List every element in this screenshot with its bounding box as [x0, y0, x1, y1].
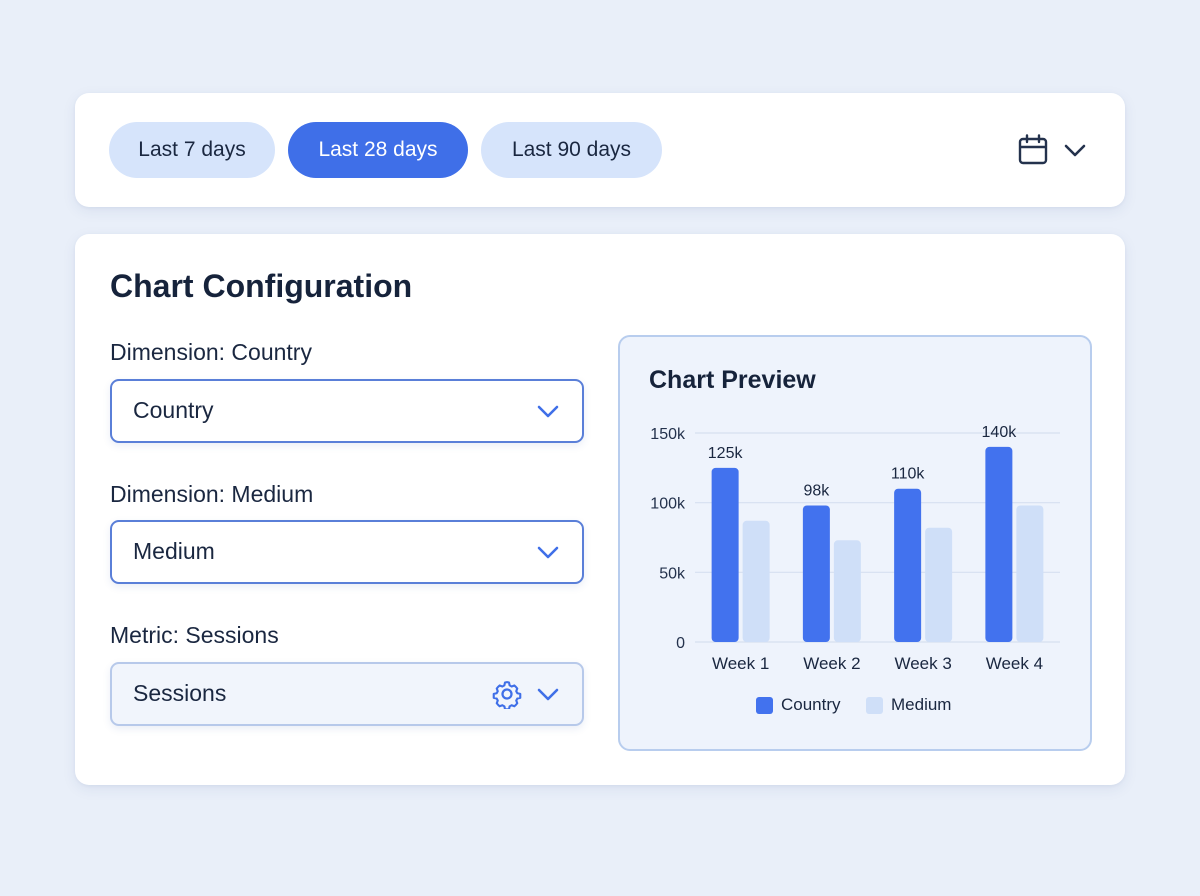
- dimension-medium-label: Dimension: Medium: [110, 481, 314, 507]
- bar-value-label: 98k: [803, 482, 830, 499]
- dimension-medium-value: Medium: [133, 538, 215, 564]
- bar-country: [711, 467, 739, 642]
- range-last-90-days-button[interactable]: Last 90 days: [481, 122, 662, 178]
- y-tick-label: 100k: [650, 496, 686, 513]
- bar-country: [802, 505, 830, 642]
- x-tick-label: Week 4: [986, 654, 1043, 673]
- chart-preview-plot: 0 50k 100k 150k 125k Week 1 98k Week 2 110k Week …: [650, 424, 1060, 673]
- calendar-icon[interactable]: [1018, 134, 1048, 166]
- bar-value-label: 110k: [891, 466, 926, 483]
- chart-preview-title: Chart Preview: [649, 366, 816, 394]
- legend-label-medium: Medium: [891, 695, 952, 714]
- legend-label-country: Country: [781, 695, 841, 714]
- range-last-7-days-button[interactable]: Last 7 days: [109, 122, 275, 178]
- chart-configuration-panel: Chart Configuration Dimension: Country C…: [75, 234, 1125, 785]
- chart-preview-panel: Chart Preview 0 50k 100k 150k 125k Week 1 98k W…: [618, 335, 1092, 751]
- dimension-country-value: Country: [133, 397, 214, 423]
- bar-value-label: 125k: [708, 445, 744, 462]
- dimension-country-label: Dimension: Country: [110, 339, 312, 365]
- x-tick-label: Week 2: [803, 654, 860, 673]
- gear-icon[interactable]: [492, 679, 522, 709]
- chevron-down-icon[interactable]: [536, 401, 560, 421]
- bar-medium: [833, 540, 861, 642]
- chevron-down-icon[interactable]: [1063, 140, 1087, 160]
- page-title: Chart Configuration: [110, 268, 413, 304]
- bar-medium: [742, 520, 770, 642]
- legend-item-country: Country: [756, 695, 841, 715]
- dimension-country-select[interactable]: Country: [110, 379, 584, 443]
- legend-item-medium: Medium: [866, 695, 951, 715]
- chevron-down-icon[interactable]: [536, 684, 560, 704]
- x-tick-label: Week 1: [712, 654, 769, 673]
- bar-medium: [1016, 505, 1044, 642]
- date-range-bar: Last 7 days Last 28 days Last 90 days: [75, 93, 1125, 207]
- range-last-28-days-button[interactable]: Last 28 days: [288, 122, 468, 178]
- x-tick-label: Week 3: [894, 654, 951, 673]
- metric-sessions-label: Metric: Sessions: [110, 622, 279, 648]
- legend-swatch-country: [756, 696, 773, 714]
- chevron-down-icon[interactable]: [536, 542, 560, 562]
- bar-medium: [925, 527, 953, 642]
- y-tick-label: 150k: [650, 426, 686, 443]
- metric-sessions-select[interactable]: Sessions: [110, 662, 584, 726]
- metric-sessions-value: Sessions: [133, 680, 227, 706]
- y-tick-label: 0: [676, 635, 685, 652]
- bar-value-label: 140k: [982, 424, 1018, 441]
- dimension-medium-select[interactable]: Medium: [110, 520, 584, 584]
- legend-swatch-medium: [866, 696, 883, 714]
- bar-country: [894, 488, 922, 642]
- y-tick-label: 50k: [659, 565, 686, 582]
- bar-country: [985, 446, 1013, 642]
